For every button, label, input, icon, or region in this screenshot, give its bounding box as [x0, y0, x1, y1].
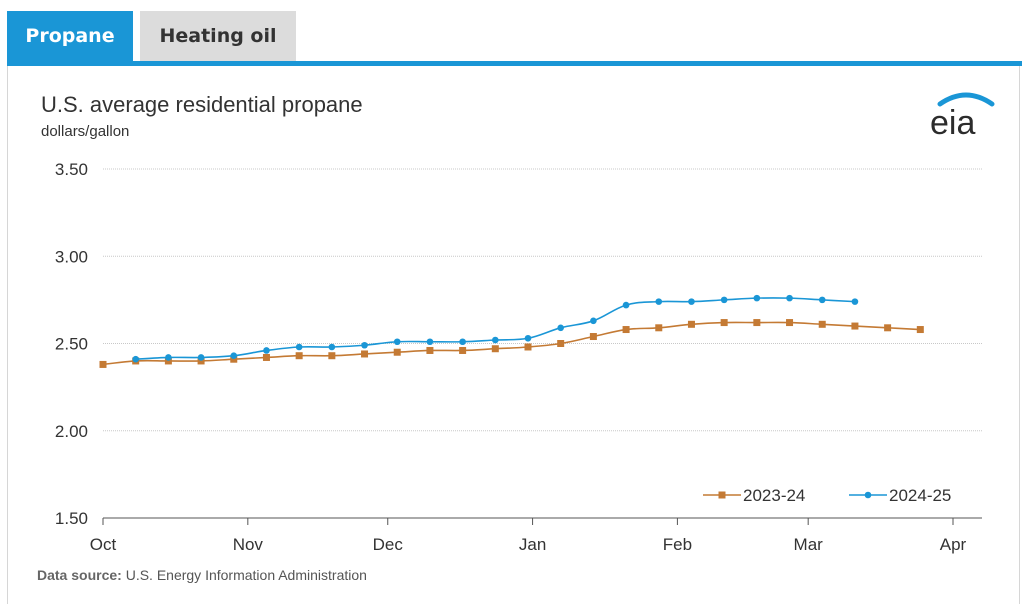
- data-point-2024-25: [557, 324, 564, 332]
- data-point-2024-25: [197, 354, 205, 361]
- data-point-2023-24: [295, 352, 303, 360]
- data-point-2023-24: [884, 324, 892, 332]
- data-point-2024-25: [655, 298, 663, 305]
- data-point-2023-24: [916, 326, 924, 334]
- data-point-2023-24: [753, 319, 761, 327]
- legend-marker-2023-24: [718, 491, 726, 499]
- data-point-2023-24: [491, 345, 499, 353]
- data-point-2023-24: [687, 320, 695, 328]
- data-point-2024-25: [622, 301, 630, 309]
- data-point-2024-25: [132, 355, 139, 363]
- data-point-2023-24: [459, 346, 467, 354]
- x-tick-label: Jan: [519, 535, 546, 554]
- tab-heating-oil[interactable]: Heating oil: [140, 11, 296, 61]
- y-tick-label: 2.50: [55, 335, 88, 354]
- data-point-2023-24: [720, 319, 728, 327]
- data-point-2023-24: [589, 333, 597, 341]
- y-tick-label: 2.00: [55, 422, 88, 441]
- data-point-2024-25: [230, 352, 238, 360]
- data-point-2024-25: [263, 347, 270, 354]
- data-point-2023-24: [393, 348, 401, 356]
- data-point-2024-25: [590, 317, 597, 325]
- legend-label-2024-25: 2024-25: [889, 486, 951, 505]
- chart-panel: [7, 66, 1020, 604]
- data-point-2024-25: [851, 298, 859, 305]
- data-point-2023-24: [786, 319, 794, 327]
- data-source: Data source: U.S. Energy Information Adm…: [37, 567, 367, 583]
- data-point-2024-25: [492, 336, 499, 344]
- y-axis-units: dollars/gallon: [41, 123, 130, 140]
- data-point-2024-25: [426, 338, 434, 346]
- data-point-2023-24: [99, 360, 107, 368]
- data-point-2024-25: [328, 343, 336, 351]
- legend-label-2023-24: 2023-24: [743, 486, 805, 505]
- x-tick-label: Nov: [233, 535, 264, 554]
- svg-text:eia: eia: [930, 104, 975, 140]
- data-point-2023-24: [524, 343, 532, 351]
- x-tick-label: Apr: [940, 535, 967, 554]
- data-point-2024-25: [688, 298, 695, 305]
- data-source-label: Data source:: [37, 567, 122, 583]
- data-point-2024-25: [393, 338, 401, 346]
- data-point-2024-25: [459, 338, 466, 346]
- chart-title: U.S. average residential propane: [41, 92, 363, 117]
- data-point-2023-24: [197, 357, 205, 365]
- data-point-2023-24: [426, 346, 434, 354]
- data-source-text: U.S. Energy Information Administration: [125, 567, 367, 583]
- tab-underline: [7, 61, 1022, 66]
- data-point-2023-24: [230, 355, 238, 363]
- data-point-2023-24: [622, 326, 630, 334]
- data-point-2024-25: [165, 354, 172, 361]
- data-point-2023-24: [328, 352, 336, 360]
- y-tick-label: 3.50: [55, 160, 88, 179]
- y-tick-label: 1.50: [55, 509, 88, 528]
- data-point-2023-24: [851, 322, 859, 330]
- data-point-2024-25: [295, 343, 303, 351]
- data-point-2024-25: [753, 294, 761, 302]
- x-tick-label: Dec: [373, 535, 404, 554]
- data-point-2024-25: [720, 296, 728, 304]
- data-point-2023-24: [818, 320, 826, 328]
- data-point-2024-25: [524, 334, 532, 342]
- data-point-2024-25: [818, 296, 826, 304]
- data-point-2023-24: [557, 340, 565, 347]
- data-point-2023-24: [655, 324, 663, 332]
- legend-marker-2024-25: [864, 491, 872, 499]
- data-point-2024-25: [361, 341, 368, 349]
- data-point-2024-25: [786, 294, 793, 302]
- eia-logo: eia: [930, 92, 995, 140]
- y-tick-label: 3.00: [55, 247, 88, 266]
- x-tick-label: Mar: [794, 535, 824, 554]
- tab-propane[interactable]: Propane: [7, 11, 133, 61]
- x-tick-label: Oct: [90, 535, 117, 554]
- data-point-2023-24: [361, 350, 369, 358]
- data-point-2023-24: [262, 353, 270, 361]
- data-point-2023-24: [164, 357, 172, 365]
- x-tick-label: Feb: [663, 535, 692, 554]
